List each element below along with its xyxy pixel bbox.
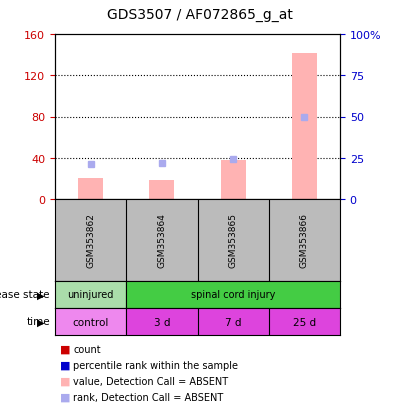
Text: GSM353865: GSM353865 bbox=[229, 213, 238, 268]
Text: spinal cord injury: spinal cord injury bbox=[191, 290, 275, 300]
Bar bbox=[269, 308, 340, 335]
Text: uninjured: uninjured bbox=[68, 290, 114, 300]
Bar bbox=[198, 308, 269, 335]
Text: ■: ■ bbox=[60, 376, 70, 386]
Text: control: control bbox=[72, 317, 109, 327]
Text: value, Detection Call = ABSENT: value, Detection Call = ABSENT bbox=[73, 376, 228, 386]
Text: ■: ■ bbox=[60, 360, 70, 370]
Text: GSM353866: GSM353866 bbox=[300, 213, 309, 268]
Bar bbox=[78, 179, 103, 199]
Bar bbox=[126, 308, 198, 335]
Text: GSM353862: GSM353862 bbox=[86, 213, 95, 268]
Text: disease state: disease state bbox=[0, 290, 50, 300]
Bar bbox=[221, 160, 246, 199]
Text: ■: ■ bbox=[60, 392, 70, 402]
Bar bbox=[55, 308, 126, 335]
Text: time: time bbox=[26, 317, 50, 327]
Bar bbox=[55, 281, 126, 308]
Text: count: count bbox=[73, 344, 101, 354]
Text: ■: ■ bbox=[60, 344, 70, 354]
Text: ▶: ▶ bbox=[37, 317, 45, 327]
Text: GSM353864: GSM353864 bbox=[157, 213, 166, 268]
Text: 25 d: 25 d bbox=[293, 317, 316, 327]
Text: rank, Detection Call = ABSENT: rank, Detection Call = ABSENT bbox=[73, 392, 223, 402]
Bar bbox=[126, 281, 340, 308]
Text: ▶: ▶ bbox=[37, 290, 45, 300]
Bar bbox=[292, 53, 317, 199]
Text: 3 d: 3 d bbox=[154, 317, 170, 327]
Text: 7 d: 7 d bbox=[225, 317, 241, 327]
Bar bbox=[150, 181, 174, 199]
Text: GDS3507 / AF072865_g_at: GDS3507 / AF072865_g_at bbox=[107, 8, 293, 22]
Text: percentile rank within the sample: percentile rank within the sample bbox=[73, 360, 238, 370]
